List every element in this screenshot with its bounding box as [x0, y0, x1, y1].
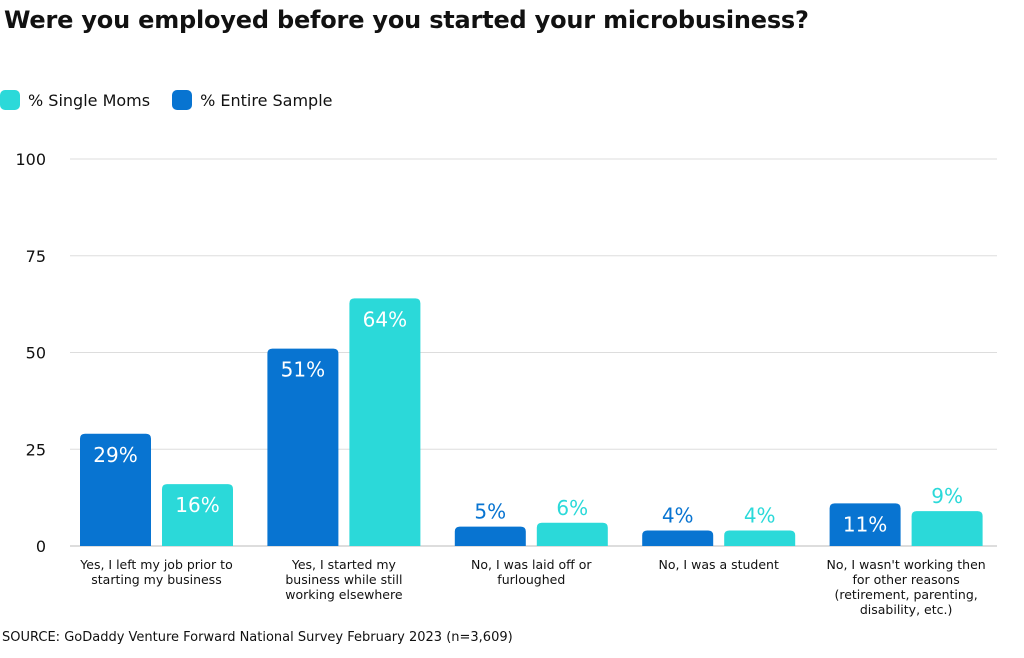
bar	[642, 530, 714, 546]
x-tick-label: No, I wasn't working then	[826, 557, 985, 572]
x-tick-label: for other reasons	[852, 572, 959, 587]
data-label: 29%	[93, 443, 137, 467]
x-tick-label: disability, etc.)	[860, 602, 953, 617]
y-tick-label: 50	[26, 344, 46, 363]
bar	[267, 348, 339, 546]
data-label: 11%	[843, 512, 887, 536]
y-tick-label: 0	[36, 537, 46, 556]
legend-item-entire-sample: % Entire Sample	[172, 90, 332, 110]
data-label: 51%	[281, 358, 325, 382]
x-tick-label: No, I was laid off or	[471, 557, 592, 572]
data-label: 5%	[474, 500, 506, 524]
x-tick-label: Yes, I left my job prior to	[79, 557, 232, 572]
x-tick-label: starting my business	[91, 572, 221, 587]
x-tick-label: business while still	[285, 572, 402, 587]
y-tick-label: 100	[15, 150, 46, 169]
bar	[829, 503, 901, 546]
x-tick-label: (retirement, parenting,	[834, 587, 977, 602]
data-label: 6%	[556, 496, 588, 520]
data-label: 16%	[175, 493, 219, 517]
y-tick-label: 75	[26, 247, 46, 266]
bar	[349, 298, 421, 546]
x-tick-label: Yes, I started my	[291, 557, 397, 572]
y-tick-label: 25	[26, 440, 46, 459]
legend-swatch-single-moms	[0, 90, 20, 110]
bar	[536, 522, 608, 546]
data-label: 4%	[744, 504, 776, 528]
x-tick-label: No, I was a student	[658, 557, 778, 572]
bar	[454, 526, 526, 546]
bar	[911, 511, 983, 546]
legend: % Single Moms % Entire Sample	[0, 90, 354, 110]
bar	[162, 484, 233, 546]
x-tick-label: furloughed	[497, 572, 565, 587]
source-note: SOURCE: GoDaddy Venture Forward National…	[2, 630, 513, 645]
legend-swatch-entire-sample	[172, 90, 193, 110]
chart-title: Were you employed before you started you…	[4, 6, 809, 34]
bar	[724, 530, 796, 546]
bar-chart: 0 25 50 75 100 29% 16% Yes, I left my job prior…	[15, 150, 997, 617]
legend-label-entire-sample: % Entire Sample	[200, 90, 333, 110]
data-label: 9%	[931, 484, 963, 508]
data-label: 4%	[662, 504, 694, 528]
bar	[80, 433, 151, 546]
data-label: 64%	[363, 307, 407, 331]
legend-label-single-moms: % Single Moms	[28, 90, 151, 110]
legend-item-single-moms: % Single Moms	[0, 90, 150, 110]
x-tick-label: working elsewhere	[285, 587, 403, 602]
